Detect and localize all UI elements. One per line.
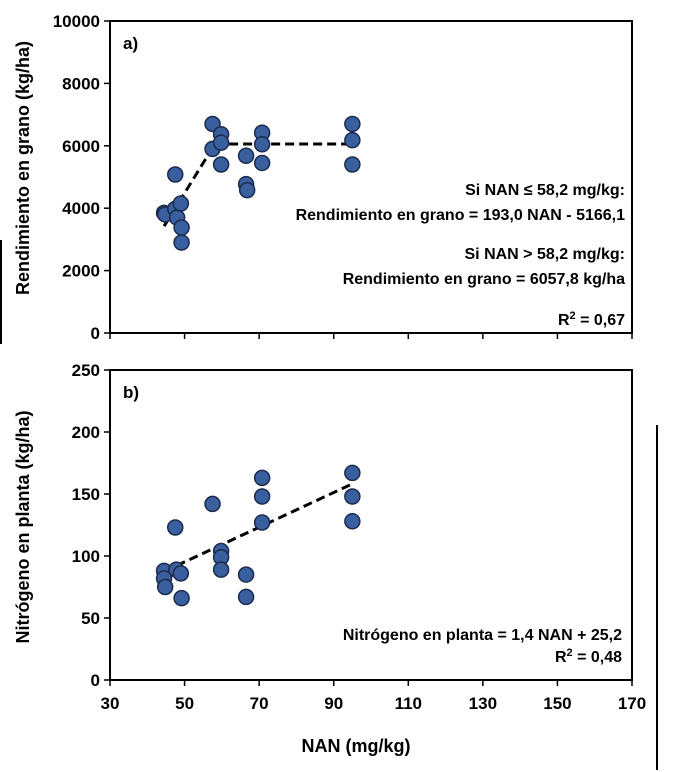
data-point (172, 195, 190, 212)
x-tick-label: 110 (395, 694, 422, 713)
x-tick-label: 30 (101, 694, 120, 713)
y-tick-label: 200 (72, 423, 100, 442)
x-tick-label: 70 (250, 694, 269, 713)
data-point (253, 135, 271, 153)
data-point (167, 519, 184, 536)
y-tick-label: 0 (91, 671, 100, 690)
panel-a-annotation-4: Rendimiento en grano = 6057,8 kg/ha (343, 271, 625, 288)
data-point (253, 514, 271, 531)
y-tick-label: 0 (91, 324, 100, 343)
panel-b-y-axis-title: Nitrógeno en planta (kg/ha) (13, 410, 33, 643)
panel-a-annotation-2: Rendimiento en grano = 193,0 NAN - 5166,… (296, 207, 626, 224)
y-tick-label: 150 (72, 485, 100, 504)
data-point (172, 565, 190, 582)
data-point (173, 234, 190, 251)
panel-a-r2-value: = 0,67 (576, 312, 625, 329)
panel-b-r2-value: = 0,48 (573, 649, 622, 666)
panel-a-r2: R2 = 0,67 (558, 310, 625, 329)
data-point (167, 166, 184, 183)
panel-b-x-axis-title: NAN (mg/kg) (302, 736, 411, 756)
y-tick-label: 50 (81, 609, 100, 628)
panel-a-y-axis-title: Rendimiento en grano (kg/ha) (13, 41, 33, 295)
x-tick-label: 130 (469, 694, 497, 713)
panel-b-label: b) (123, 383, 139, 402)
panel-a-points (155, 115, 361, 251)
panel-b-frame (109, 369, 633, 681)
panel-a-x-ticks (109, 333, 633, 339)
panel-a: 0 2000 4000 6000 8000 10000 a) Rendimiento en… (13, 12, 633, 343)
data-point (238, 181, 256, 199)
panel-b-x-ticks: 30 50 70 90 110 130 150 170 (101, 680, 646, 713)
data-point (344, 156, 361, 173)
panel-b-y-ticks: 0 50 100 150 200 250 (72, 361, 110, 690)
y-tick-label: 4000 (62, 199, 100, 218)
panel-a-r2-prefix: R (558, 312, 570, 329)
data-point (344, 464, 361, 482)
panel-a-label: a) (123, 34, 138, 53)
y-tick-label: 10000 (53, 12, 100, 31)
x-tick-label: 90 (324, 694, 343, 713)
x-tick-label: 50 (175, 694, 194, 713)
data-point (173, 219, 190, 236)
data-point (253, 154, 271, 172)
panel-a-r2-exponent: 2 (570, 310, 576, 322)
panel-a-annotation-3: Si NAN > 58,2 mg/kg: (465, 246, 626, 263)
panel-b-annotation-1: Nitrógeno en planta = 1,4 NAN + 25,2 (343, 627, 622, 644)
y-tick-label: 6000 (62, 137, 100, 156)
data-point (156, 578, 174, 596)
data-point (212, 134, 230, 151)
data-point (253, 488, 271, 505)
panel-b-r2: R2 = 0,48 (555, 647, 622, 666)
y-tick-label: 8000 (62, 74, 100, 93)
data-point (237, 588, 255, 606)
data-point (173, 589, 190, 607)
y-tick-label: 100 (72, 547, 100, 566)
x-tick-label: 170 (618, 694, 646, 713)
panel-a-annotation-1: Si NAN ≤ 58,2 mg/kg: (465, 182, 625, 199)
data-point (212, 561, 230, 578)
data-point (344, 115, 361, 133)
data-point (344, 131, 361, 149)
panel-b-points (155, 464, 361, 607)
panel-a-y-ticks: 0 2000 4000 6000 8000 10000 (53, 12, 110, 343)
panel-b-r2-prefix: R (555, 649, 567, 666)
data-point (344, 488, 361, 505)
panel-b-r2-exponent: 2 (567, 647, 573, 659)
y-tick-label: 250 (72, 361, 100, 380)
panel-a-frame (109, 20, 633, 334)
data-point (204, 495, 221, 513)
data-point (237, 147, 255, 165)
x-tick-label: 150 (543, 694, 571, 713)
data-point (237, 566, 255, 583)
data-point (212, 156, 230, 173)
data-point (253, 469, 271, 487)
data-point (344, 513, 361, 530)
y-tick-label: 2000 (62, 262, 100, 281)
